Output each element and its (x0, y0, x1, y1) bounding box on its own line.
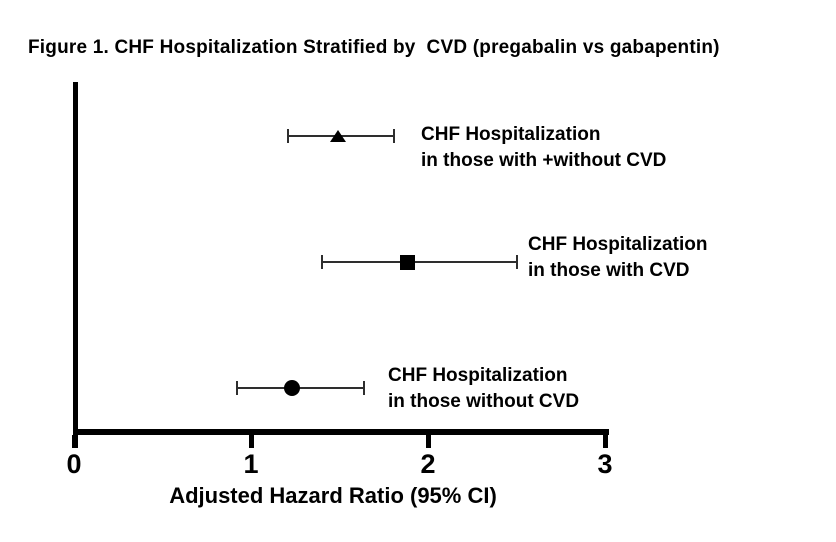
series-label: CHF Hospitalization in those without CVD (388, 363, 579, 415)
x-tick-mark (602, 435, 608, 448)
series-label: CHF Hospitalization in those with +withou… (421, 122, 666, 174)
square-marker (399, 255, 415, 270)
ci-line (236, 387, 365, 389)
x-tick-label: 0 (66, 449, 82, 479)
series-label: CHF Hospitalization in those with CVD (528, 232, 707, 284)
ci-cap-left (287, 129, 290, 143)
ci-line (321, 261, 517, 263)
x-axis (73, 429, 609, 435)
x-tick-mark (71, 435, 77, 448)
ci-cap-left (320, 255, 323, 269)
series-label-line1: CHF Hospitalization (528, 234, 708, 255)
series-label-line2: in those without CVD (388, 391, 580, 412)
ci-cap-right (393, 129, 396, 143)
series-label-line1: CHF Hospitalization (421, 124, 601, 145)
series-label-line2: in those with CVD (528, 260, 690, 281)
y-axis (73, 82, 78, 448)
figure-title: Figure 1. CHF Hospitalization Stratified… (28, 37, 720, 58)
series-label-line2: in those with +without CVD (421, 150, 667, 171)
series-label-line1: CHF Hospitalization (388, 365, 568, 386)
x-tick-label: 2 (420, 449, 436, 479)
triangle-marker (329, 130, 346, 142)
circle-marker (283, 380, 300, 396)
x-tick-mark (248, 435, 254, 448)
ci-cap-right (515, 255, 518, 269)
ci-cap-left (235, 381, 238, 395)
x-tick-label: 1 (243, 449, 259, 479)
ci-cap-right (363, 381, 366, 395)
x-axis-label: Adjusted Hazard Ratio (95% CI) (169, 483, 497, 508)
x-tick-mark (425, 435, 431, 448)
x-tick-label: 3 (597, 449, 613, 479)
